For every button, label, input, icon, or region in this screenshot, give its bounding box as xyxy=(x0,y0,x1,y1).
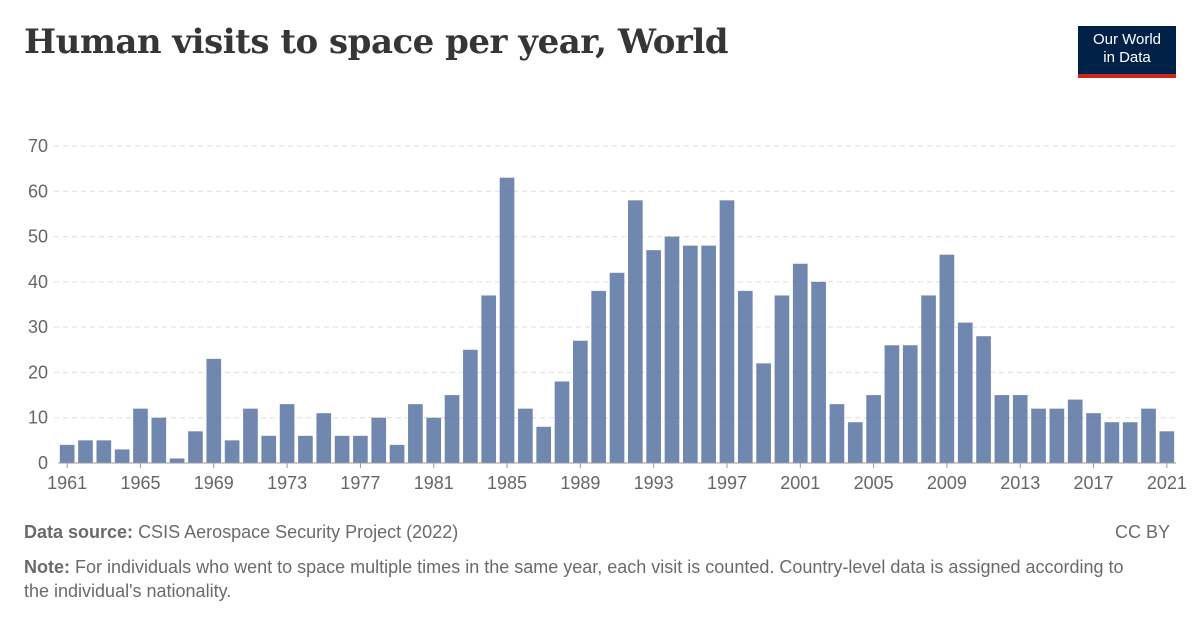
bar-1996[interactable] xyxy=(701,245,716,463)
bar-2020[interactable] xyxy=(1141,408,1156,463)
bar-2014[interactable] xyxy=(1031,408,1046,463)
bar-1997[interactable] xyxy=(719,200,735,463)
bar-2001[interactable] xyxy=(792,263,808,463)
bar-1999[interactable] xyxy=(756,363,771,463)
bar-1969[interactable] xyxy=(206,358,222,463)
bar-1977[interactable] xyxy=(353,435,368,463)
bar-1994[interactable] xyxy=(664,236,680,463)
bar-1985[interactable] xyxy=(499,177,515,463)
bar-1966[interactable] xyxy=(151,417,167,463)
y-tick-label: 30 xyxy=(28,317,48,337)
bar-2006[interactable] xyxy=(884,345,900,463)
bar-2021[interactable] xyxy=(1159,431,1175,463)
bar-1975[interactable] xyxy=(316,413,332,463)
x-tick-label: 1997 xyxy=(707,473,747,493)
source-label: Data source: xyxy=(24,522,134,542)
bar-2005[interactable] xyxy=(866,395,881,463)
bar-1984[interactable] xyxy=(481,295,497,463)
bar-1991[interactable] xyxy=(609,272,625,463)
logo-text-line1: Our World xyxy=(1092,31,1162,48)
bar-1986[interactable] xyxy=(518,408,533,463)
x-tick-label: 1981 xyxy=(414,473,454,493)
bar-1998[interactable] xyxy=(737,290,753,463)
bar-2008[interactable] xyxy=(921,295,936,463)
bar-2018[interactable] xyxy=(1104,422,1120,463)
bar-1980[interactable] xyxy=(408,404,423,463)
owid-logo[interactable]: Our World in Data xyxy=(1078,26,1176,78)
bar-2007[interactable] xyxy=(902,345,918,463)
note: Note: For individuals who went to space … xyxy=(24,555,1134,603)
bar-1978[interactable] xyxy=(371,417,387,463)
bar-1987[interactable] xyxy=(536,426,552,463)
bar-2009[interactable] xyxy=(939,254,955,463)
license[interactable]: CC BY xyxy=(1114,522,1170,542)
bar-1988[interactable] xyxy=(554,381,570,463)
bar-1982[interactable] xyxy=(444,395,460,463)
bar-1962[interactable] xyxy=(78,440,93,463)
bar-1995[interactable] xyxy=(682,245,698,463)
bar-1992[interactable] xyxy=(627,200,643,463)
bar-2012[interactable] xyxy=(994,395,1010,463)
bar-1974[interactable] xyxy=(298,435,313,463)
y-tick-label: 70 xyxy=(28,136,48,156)
bar-1983[interactable] xyxy=(463,349,478,463)
logo-text-line2: in Data xyxy=(1103,49,1151,66)
bar-2000[interactable] xyxy=(774,295,790,463)
y-tick-label: 50 xyxy=(28,227,48,247)
bar-2013[interactable] xyxy=(1012,395,1028,463)
bar-2011[interactable] xyxy=(976,336,991,463)
bar-1990[interactable] xyxy=(591,290,607,463)
x-tick-label: 1985 xyxy=(487,473,527,493)
bar-2003[interactable] xyxy=(829,404,845,463)
bar-1970[interactable] xyxy=(224,440,240,463)
note-text: For individuals who went to space multip… xyxy=(24,557,1124,601)
x-tick-label: 2017 xyxy=(1074,473,1114,493)
bar-2010[interactable] xyxy=(957,322,973,463)
bar-1964[interactable] xyxy=(114,449,130,463)
bar-1965[interactable] xyxy=(133,408,148,463)
axis-labels: 0 10 20 30 40 50 60 70 1961 1965 1969 1973 1977 1981 1… xyxy=(28,136,1187,493)
x-tick-label: 1969 xyxy=(194,473,234,493)
bar-1973[interactable] xyxy=(279,404,295,463)
bar-1989[interactable] xyxy=(573,340,588,463)
note-label: Note: xyxy=(24,557,70,577)
y-tick-label: 40 xyxy=(28,272,48,292)
x-tick-label: 1993 xyxy=(634,473,674,493)
data-source: Data source: CSIS Aerospace Security Pro… xyxy=(24,522,458,543)
x-tick-label: 2013 xyxy=(1000,473,1040,493)
source-link[interactable]: CSIS Aerospace Security Project (2022) xyxy=(138,522,459,542)
bar-1961[interactable] xyxy=(59,444,75,463)
x-tick-label: 1965 xyxy=(120,473,160,493)
bar-1976[interactable] xyxy=(334,435,350,463)
x-tick-label: 2021 xyxy=(1147,473,1187,493)
x-tick-label: 1989 xyxy=(560,473,600,493)
x-tick-label: 2001 xyxy=(780,473,820,493)
bars xyxy=(59,177,1175,463)
bar-2016[interactable] xyxy=(1067,399,1083,463)
bar-1981[interactable] xyxy=(426,417,442,463)
y-tick-label: 60 xyxy=(28,181,48,201)
bar-2015[interactable] xyxy=(1049,408,1065,463)
x-tick-label: 2009 xyxy=(927,473,967,493)
x-tick-label: 1973 xyxy=(267,473,307,493)
bar-1968[interactable] xyxy=(188,431,203,463)
x-tick-label: 1961 xyxy=(47,473,87,493)
bar-2004[interactable] xyxy=(847,422,863,463)
bar-1963[interactable] xyxy=(96,440,112,463)
bar-1993[interactable] xyxy=(646,250,661,463)
chart-title: Human visits to space per year, World xyxy=(24,22,729,62)
bar-1972[interactable] xyxy=(261,435,277,463)
x-tick-label: 1977 xyxy=(340,473,380,493)
y-tick-label: 20 xyxy=(28,362,48,382)
bar-2019[interactable] xyxy=(1122,422,1138,463)
bar-1979[interactable] xyxy=(389,444,405,463)
bar-chart: 0 10 20 30 40 50 60 70 1961 1965 1969 1973 1977 1981 1… xyxy=(28,136,1187,493)
bar-1971[interactable] xyxy=(243,408,258,463)
y-tick-label: 0 xyxy=(38,453,48,473)
bar-1967[interactable] xyxy=(169,458,185,463)
bar-2017[interactable] xyxy=(1086,413,1101,463)
x-tick-label: 2005 xyxy=(854,473,894,493)
bar-2002[interactable] xyxy=(811,281,826,463)
y-tick-label: 10 xyxy=(28,408,48,428)
